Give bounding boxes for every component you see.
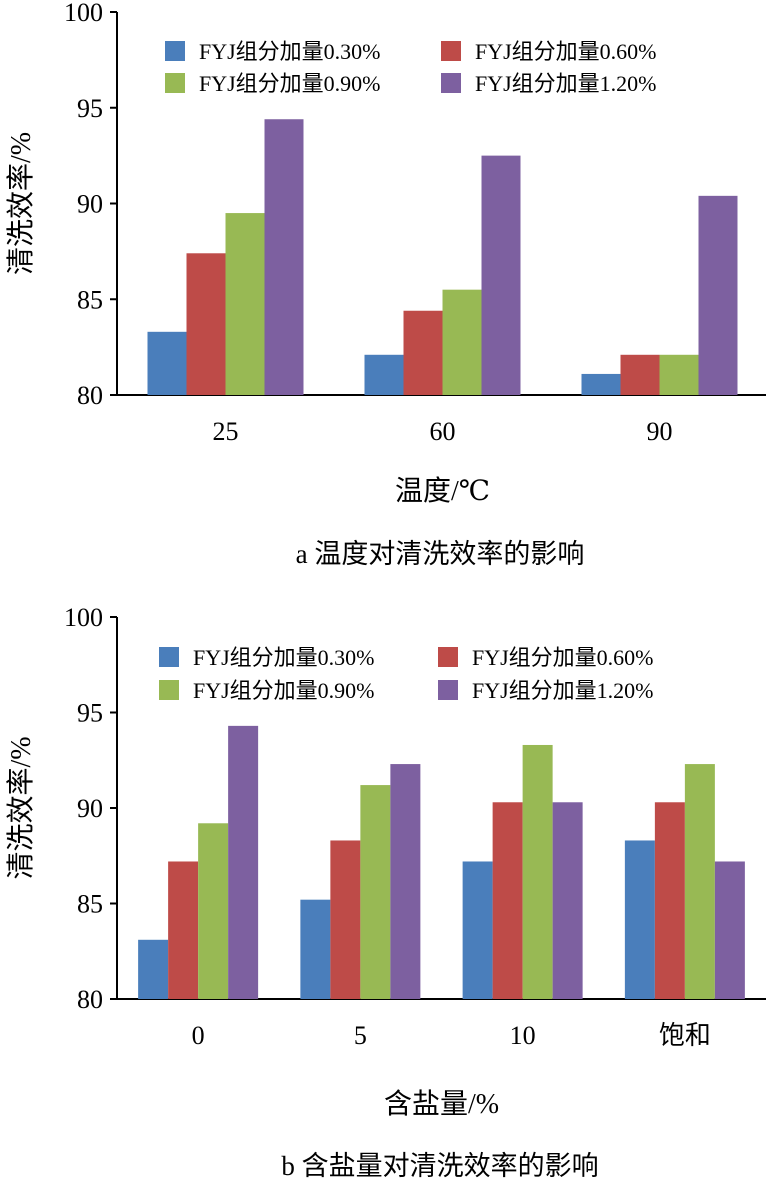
bar xyxy=(225,213,265,395)
legend-label: FYJ组分加量0.60% xyxy=(475,39,657,64)
bar xyxy=(698,195,738,395)
bar xyxy=(138,939,169,999)
y-tick-label: 100 xyxy=(64,0,103,27)
legend-label: FYJ组分加量0.60% xyxy=(472,645,654,670)
y-axis-title: 清洗效率/% xyxy=(5,736,37,879)
x-tick-label: 10 xyxy=(510,1021,536,1050)
bar xyxy=(620,354,660,395)
bar xyxy=(659,354,699,395)
x-tick-label: 5 xyxy=(354,1021,367,1050)
bar xyxy=(330,840,361,999)
y-tick-label: 85 xyxy=(77,285,103,314)
bar xyxy=(403,310,443,395)
bar xyxy=(198,823,229,999)
legend-swatch xyxy=(441,41,461,61)
bar xyxy=(390,764,421,999)
bar xyxy=(522,744,553,999)
bar xyxy=(186,253,226,395)
y-tick-label: 90 xyxy=(77,794,103,823)
bar xyxy=(147,331,187,395)
bar xyxy=(654,802,685,999)
bar xyxy=(364,354,404,395)
x-axis-title: 温度/℃ xyxy=(395,475,490,507)
legend-label: FYJ组分加量1.20% xyxy=(475,71,657,96)
bar xyxy=(624,840,655,999)
y-tick-label: 100 xyxy=(64,603,103,632)
bar xyxy=(581,373,621,395)
legend-swatch xyxy=(159,680,179,700)
legend-swatch xyxy=(438,680,458,700)
y-tick-label: 95 xyxy=(77,94,103,123)
legend-label: FYJ组分加量1.20% xyxy=(472,678,654,703)
bar xyxy=(684,764,715,999)
bar xyxy=(228,725,259,999)
chart-temperature: 80 85 90 95 100 25 60 90 FYJ组分加量0.30% FYJ组分加量0.60… xyxy=(5,0,766,569)
bar xyxy=(481,155,521,395)
x-axis-title: 含盐量/% xyxy=(384,1088,499,1120)
bar xyxy=(714,861,745,999)
legend-swatch xyxy=(159,647,179,667)
x-tick-label: 饱和 xyxy=(659,1021,711,1050)
legend-label: FYJ组分加量0.30% xyxy=(199,39,381,64)
y-tick-label: 80 xyxy=(77,381,103,410)
legend-swatch xyxy=(438,647,458,667)
chart-salinity: 80 85 90 95 100 0 5 10 饱和 FYJ组分加量0.30% FYJ组分加量0.60… xyxy=(5,603,766,1180)
x-tick-label: 90 xyxy=(647,417,673,446)
figure-caption: b 含盐量对清洗效率的影响 xyxy=(281,1151,598,1180)
y-tick-label: 85 xyxy=(77,890,103,919)
y-tick-label: 90 xyxy=(77,190,103,219)
y-tick-label: 80 xyxy=(77,985,103,1014)
x-tick-label: 0 xyxy=(192,1021,205,1050)
legend-label: FYJ组分加量0.90% xyxy=(193,678,375,703)
bar xyxy=(264,119,304,396)
y-axis-title: 清洗效率/% xyxy=(5,132,37,275)
bar xyxy=(168,861,199,999)
y-tick-label: 95 xyxy=(77,699,103,728)
legend-swatch xyxy=(165,73,185,93)
bar xyxy=(300,899,331,999)
x-tick-label: 25 xyxy=(213,417,239,446)
bar xyxy=(442,289,482,395)
legend-swatch xyxy=(165,41,185,61)
legend-label: FYJ组分加量0.30% xyxy=(193,645,375,670)
bar xyxy=(552,802,583,999)
legend-swatch xyxy=(441,73,461,93)
figure-caption: a 温度对清洗效率的影响 xyxy=(296,539,585,569)
x-tick-label: 60 xyxy=(430,417,456,446)
bar xyxy=(360,785,391,999)
bar xyxy=(492,802,523,999)
bar xyxy=(462,861,493,999)
legend-label: FYJ组分加量0.90% xyxy=(199,71,381,96)
